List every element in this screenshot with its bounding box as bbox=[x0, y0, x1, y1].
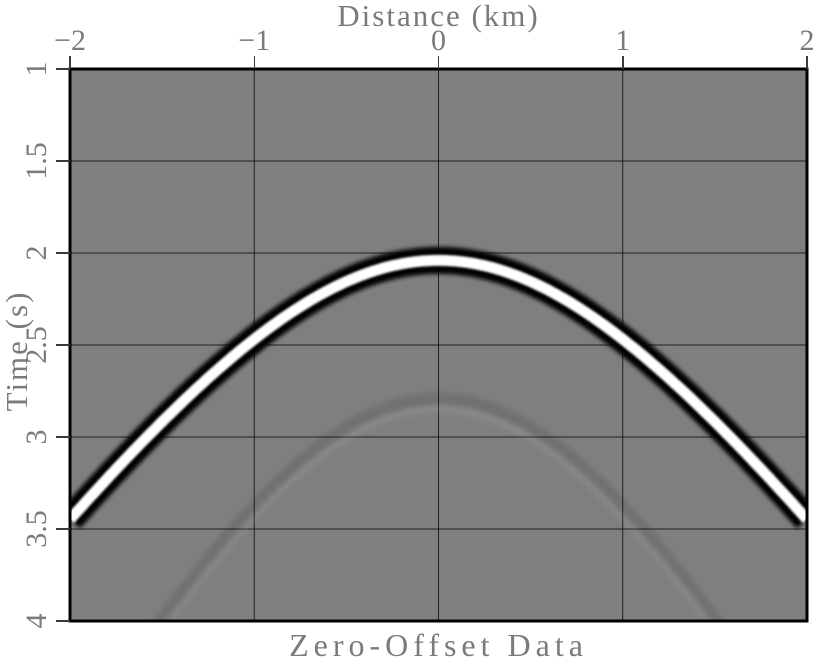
y-tick-mark bbox=[56, 344, 70, 346]
y-tick-label: 2 bbox=[20, 245, 53, 261]
y-tick-mark bbox=[56, 252, 70, 254]
x-tick-mark bbox=[806, 56, 808, 69]
x-tick-label: 2 bbox=[799, 24, 814, 57]
multiple-ghost-dark-band bbox=[152, 392, 725, 621]
diffraction-wavelet-peak bbox=[70, 254, 807, 524]
x-tick-mark bbox=[437, 56, 440, 69]
x-tick-mark bbox=[253, 56, 255, 69]
x-tick-label: −1 bbox=[238, 24, 271, 57]
x-tick-mark bbox=[69, 56, 71, 69]
y-tick-label: 2.5 bbox=[20, 326, 53, 364]
y-tick-label: 3.5 bbox=[20, 510, 53, 548]
y-tick-label: 4 bbox=[20, 613, 53, 629]
x-tick-label: 0 bbox=[431, 24, 446, 57]
x-axis-title: Distance (km) bbox=[337, 0, 540, 33]
plot-frame bbox=[68, 67, 809, 623]
y-tick-label: 1.5 bbox=[20, 142, 53, 180]
y-tick-mark bbox=[56, 68, 70, 70]
y-tick-mark bbox=[56, 436, 70, 438]
x-tick-mark bbox=[622, 56, 624, 69]
y-tick-mark bbox=[56, 620, 70, 622]
y-tick-mark bbox=[56, 160, 70, 162]
x-tick-label: −2 bbox=[54, 24, 86, 57]
multiple-ghost-light-band bbox=[163, 405, 714, 621]
y-tick-mark bbox=[56, 528, 70, 530]
y-tick-label: 1 bbox=[20, 61, 53, 77]
seismic-events bbox=[70, 246, 807, 621]
y-tick-label: 3 bbox=[20, 429, 53, 445]
x-tick-label: 1 bbox=[615, 24, 631, 57]
figure-caption: Zero-Offset Data bbox=[289, 627, 588, 663]
